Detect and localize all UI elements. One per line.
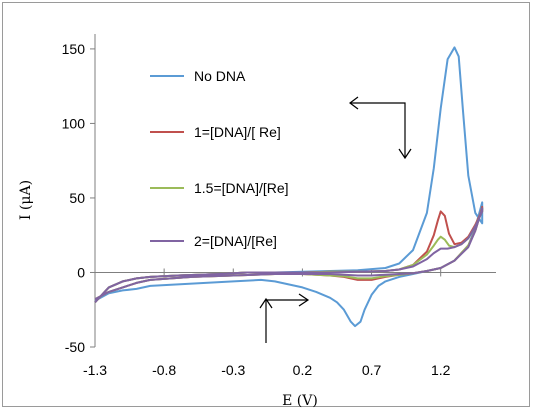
arrow-bottom-right-head: [298, 293, 310, 307]
arrow-bottom-path: [265, 299, 307, 343]
series-line-1: [94, 46, 484, 328]
legend-label-4: 2=[DNA]/[Re]: [194, 233, 277, 249]
legend: No DNA 1=[DNA]/[ Re] 1.5=[DNA]/[Re] 2=[DNA]…: [150, 68, 289, 249]
y-axis-label: I (μA): [18, 180, 34, 220]
series-lines: [94, 46, 484, 328]
arrow-top-path: [350, 102, 406, 157]
arrow-top-down-head: [398, 148, 412, 160]
scan-direction-arrows: [259, 96, 412, 343]
y-tick-label: 0: [77, 264, 85, 280]
x-tick-label: 0.7: [362, 362, 382, 378]
arrow-top-left-head: [349, 96, 359, 110]
y-tick-label: -50: [65, 339, 85, 355]
x-axis-label: E (V): [282, 393, 318, 409]
y-tick-label: 100: [62, 115, 86, 131]
tick-labels: -50 0 50 100 150 -1.3 -0.8 -0.3 0.2 0.7 1.2: [62, 41, 451, 378]
y-tick-label: 50: [69, 190, 85, 206]
x-tick-label: -0.3: [221, 362, 245, 378]
legend-label-3: 1.5=[DNA]/[Re]: [194, 180, 289, 196]
x-tick-label: -1.3: [83, 362, 107, 378]
legend-label-1: No DNA: [194, 68, 246, 84]
series-line-4: [94, 207, 484, 303]
x-tick-label: 1.2: [431, 362, 451, 378]
y-tick-label: 150: [62, 41, 86, 57]
chart-frame: [2, 2, 530, 407]
x-tick-label: 0.2: [293, 362, 313, 378]
x-tick-label: -0.8: [152, 362, 176, 378]
arrow-bottom-up-head: [259, 297, 273, 309]
legend-label-2: 1=[DNA]/[ Re]: [194, 124, 281, 140]
